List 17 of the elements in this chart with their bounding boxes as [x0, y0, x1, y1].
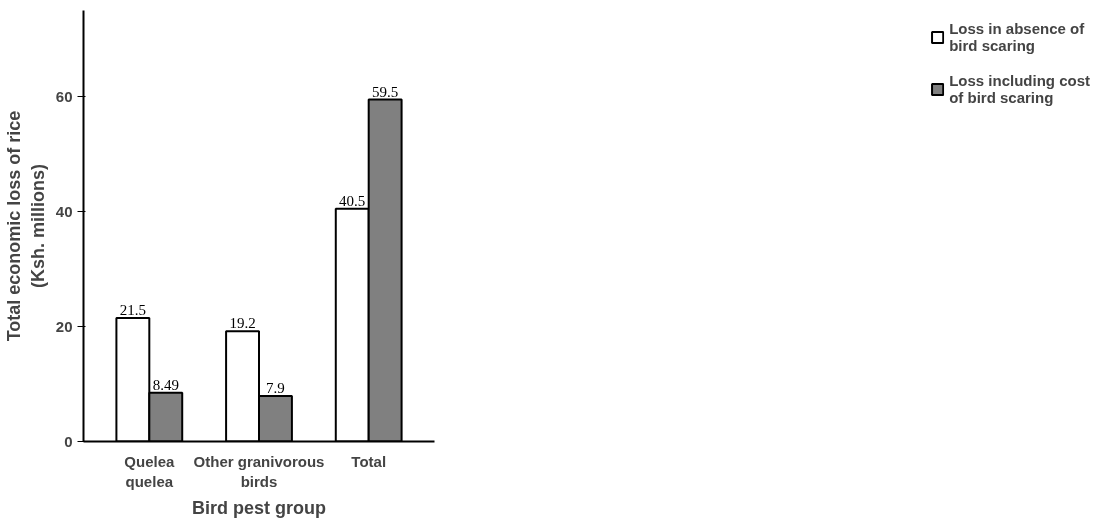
- y-tick-label: 60: [55, 87, 73, 105]
- y-tick-label: 0: [64, 432, 73, 450]
- legend-label: Loss including cost of bird scaring: [949, 72, 1090, 106]
- y-tick-label: 40: [55, 202, 73, 220]
- data-label: 7.9: [266, 380, 285, 397]
- x-tick-label: Quelea quelea: [124, 452, 175, 490]
- x-tick-label: Total: [351, 452, 387, 470]
- data-label: 21.5: [119, 301, 146, 318]
- y-tick-label: 20: [55, 317, 73, 335]
- data-label: 40.5: [339, 192, 366, 209]
- data-label: 59.5: [372, 83, 399, 100]
- x-tick-label: Other granivorous birds: [193, 452, 325, 490]
- x-axis-title: Bird pest group: [192, 497, 326, 518]
- legend-label: Loss in absence of bird scaring: [949, 20, 1085, 54]
- y-axis-title: Total economic loss of rice (Ksh. millions): [3, 110, 48, 342]
- data-label: 8.49: [152, 376, 179, 393]
- data-label: 19.2: [229, 315, 256, 332]
